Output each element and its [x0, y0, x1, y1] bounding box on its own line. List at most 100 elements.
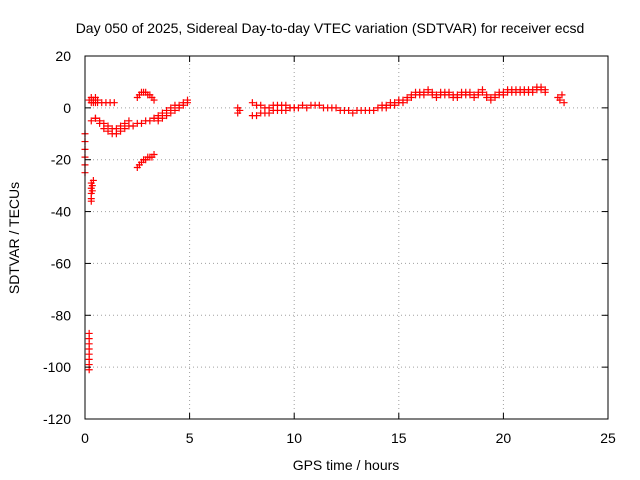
x-tick-label: 15: [391, 430, 407, 446]
data-point: [537, 86, 545, 94]
y-tick-label: -20: [51, 152, 71, 168]
data-point: [163, 112, 171, 120]
data-point: [525, 86, 533, 94]
data-point: [512, 88, 520, 96]
series-rise-14-16: [378, 91, 424, 112]
data-point: [349, 109, 357, 117]
data-point: [487, 96, 495, 104]
data-point: [437, 91, 445, 99]
data-point: [85, 329, 93, 337]
data-point: [248, 99, 256, 107]
data-point: [265, 104, 273, 112]
data-point: [117, 122, 125, 130]
data-point: [403, 93, 411, 101]
data-point: [432, 93, 440, 101]
data-point: [137, 119, 145, 127]
data-point: [533, 83, 541, 91]
y-tick-label: -40: [51, 204, 71, 220]
axis-ticks: [84, 55, 609, 420]
data-point: [556, 96, 564, 104]
chart-title: Day 050 of 2025, Sidereal Day-to-day VTE…: [76, 20, 585, 36]
data-point: [407, 91, 415, 99]
series-flat-8-10b: [248, 99, 298, 112]
data-point: [299, 101, 307, 109]
data-point: [125, 117, 133, 125]
data-point: [370, 106, 378, 114]
data-point: [449, 91, 457, 99]
data-point: [491, 93, 499, 101]
data-point: [382, 101, 390, 109]
x-tick-label: 0: [81, 430, 89, 446]
data-point: [516, 86, 524, 94]
data-point: [499, 91, 507, 99]
data-point: [91, 114, 99, 122]
series-rise-to-5b: [154, 99, 192, 125]
data-point: [158, 114, 166, 122]
data-point: [257, 101, 265, 109]
data-point: [282, 101, 290, 109]
x-axis-label: GPS time / hours: [293, 457, 400, 473]
data-point: [478, 88, 486, 96]
data-point: [112, 125, 120, 133]
data-point: [345, 106, 353, 114]
series-steep-drop: [85, 329, 93, 374]
data-point: [129, 122, 137, 130]
data-point: [560, 99, 568, 107]
data-point: [428, 91, 436, 99]
y-axis-label: SDTVAR / TECUs: [6, 182, 22, 294]
x-tick-labels: 0 5 10 15 20 25: [81, 430, 616, 446]
data-point: [420, 91, 428, 99]
series-hump-16-20: [420, 86, 507, 101]
data-point: [466, 91, 474, 99]
x-tick-label: 10: [286, 430, 302, 446]
data-point: [529, 88, 537, 96]
x-tick-label: 20: [496, 430, 512, 446]
data-points: [81, 83, 568, 374]
data-point: [150, 96, 158, 104]
y-tick-label: -80: [51, 307, 71, 323]
data-point: [253, 112, 261, 120]
data-point: [453, 93, 461, 101]
data-point: [441, 88, 449, 96]
y-tick-label: 0: [63, 100, 71, 116]
series-start-top: [85, 93, 102, 107]
data-point: [100, 119, 108, 127]
data-point: [470, 93, 478, 101]
y-tick-label: 20: [55, 48, 71, 64]
data-point: [96, 117, 104, 125]
data-point: [483, 93, 491, 101]
data-point: [424, 88, 432, 96]
data-point: [110, 99, 118, 107]
data-point: [462, 88, 470, 96]
series-flat-12-14: [336, 104, 382, 117]
grid-lines: [85, 56, 608, 419]
data-point: [154, 117, 162, 125]
series-flat-10-12: [294, 101, 340, 112]
series-drop-upper: [87, 176, 97, 205]
data-point: [87, 117, 95, 125]
series-tail-20-23b: [504, 83, 549, 96]
data-point: [399, 96, 407, 104]
data-point: [332, 104, 340, 112]
series-rise-14-16b: [378, 88, 424, 109]
series-end-points: [554, 91, 568, 107]
y-tick-labels: -120 -100 -80 -60 -40 -20 0 20: [43, 48, 71, 427]
data-point: [234, 109, 242, 117]
plot-frame: [84, 55, 609, 420]
data-point: [150, 114, 158, 122]
data-point: [315, 101, 323, 109]
y-tick-label: -100: [43, 359, 71, 375]
data-point: [184, 99, 192, 107]
data-point: [175, 104, 183, 112]
data-point: [391, 99, 399, 107]
data-point: [541, 88, 549, 96]
data-point: [104, 122, 112, 130]
series-top-seg: [94, 99, 118, 107]
data-point: [474, 91, 482, 99]
data-point: [458, 91, 466, 99]
data-point: [558, 91, 566, 99]
data-point: [146, 117, 154, 125]
x-tick-label: 25: [600, 430, 616, 446]
data-point: [171, 106, 179, 114]
